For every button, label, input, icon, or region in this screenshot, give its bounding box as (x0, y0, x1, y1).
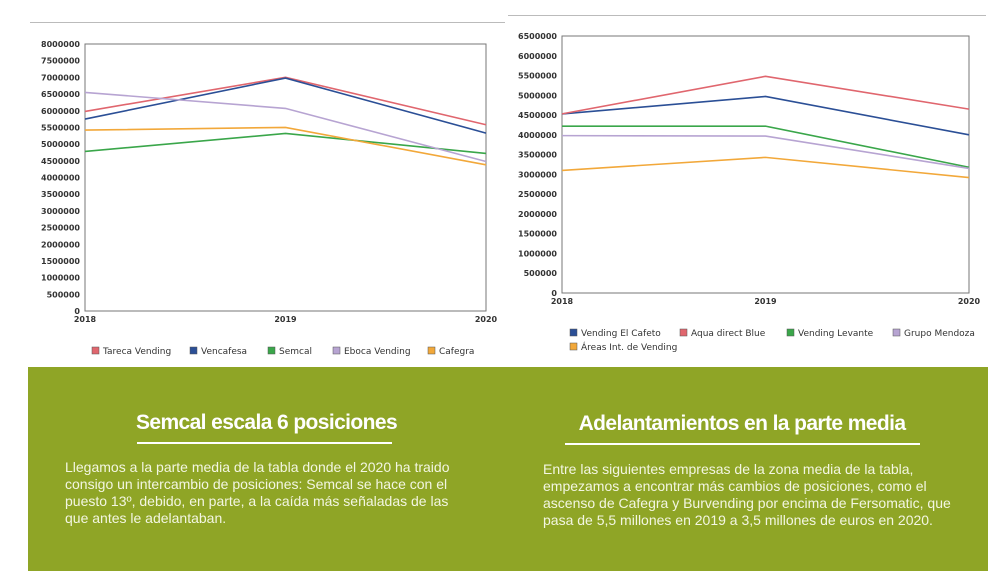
legend-label: Eboca Vending (344, 347, 411, 357)
y-tick-label: 1500000 (41, 257, 80, 266)
x-tick-label: 2019 (274, 315, 297, 324)
title-underline (137, 442, 392, 444)
article-title: Semcal escala 6 posiciones (135, 411, 398, 434)
plot-frame (84, 43, 487, 312)
x-tick-label: 2018 (74, 315, 97, 324)
left-top-rule (30, 22, 505, 23)
legend-swatch (189, 346, 198, 355)
series-line-cafegra (84, 126, 487, 166)
x-tick-label: 2020 (958, 297, 981, 306)
series-line-tareca-vending (84, 76, 487, 126)
charts: 0 500000 1000000 1500000 2000000 2500000 30000… (41, 32, 981, 357)
legend-swatch (332, 346, 341, 355)
series-line-vending-el-cafeto (561, 95, 970, 136)
y-tick-label: 6000000 (41, 107, 80, 116)
y-tick-label: 7500000 (41, 57, 80, 66)
legend-swatch (427, 346, 436, 355)
y-tick-label: 7000000 (41, 73, 80, 82)
legend-swatch (569, 342, 578, 351)
legend-label: Aqua direct Blue (691, 329, 766, 339)
series-line-semcal (84, 132, 487, 155)
y-tick-label: 0 (74, 307, 80, 316)
legend-swatch (679, 328, 688, 337)
legend-label: Vending Levante (798, 329, 874, 339)
y-tick-label: 1000000 (41, 274, 80, 283)
y-tick-label: 5000000 (41, 140, 80, 149)
legend-swatch (569, 328, 578, 337)
series-line-aqua-direct-blue (561, 75, 970, 115)
y-tick-label: 500000 (47, 290, 81, 299)
legend-label: Vencafesa (201, 347, 247, 357)
article-body: Entre las siguientes empresas de la zona… (543, 461, 951, 528)
y-tick-label: 4500000 (518, 111, 557, 120)
legend-label: Áreas Int. de Vending (581, 341, 677, 353)
article-left: Semcal escala 6 posiciones Llegamos a la… (28, 367, 505, 571)
article-body: Llegamos a la parte media de la tabla do… (65, 459, 450, 526)
y-tick-label: 3500000 (518, 151, 557, 160)
series-line-vending-levante (562, 125, 970, 169)
article-right: Adelantamientos en la parte media Entre … (508, 367, 988, 571)
series-line-vencafesa (84, 77, 487, 134)
line-chart-2: 0 500000 1000000 1500000 2000000 2500000 30000… (518, 32, 981, 353)
right-top-rule (508, 15, 986, 16)
y-tick-label: 5000000 (518, 91, 557, 100)
y-tick-label: 1500000 (518, 230, 557, 239)
x-tick-label: 2020 (475, 315, 498, 324)
legend-swatch (91, 346, 100, 355)
article-panel: Semcal escala 6 posiciones Llegamos a la… (28, 367, 988, 571)
y-tick-label: 3500000 (41, 190, 80, 199)
y-tick-label: 4500000 (41, 157, 80, 166)
legend-swatch (892, 328, 901, 337)
legend-label: Grupo Mendoza (904, 329, 975, 339)
x-tick-label: 2018 (551, 297, 574, 306)
y-tick-label: 4000000 (41, 174, 80, 183)
legend-label: Semcal (279, 347, 312, 357)
series-line-grupo-mendoza (561, 134, 970, 170)
y-tick-label: 6500000 (518, 32, 557, 41)
y-tick-label: 5500000 (518, 72, 557, 81)
y-tick-label: 4000000 (518, 131, 557, 140)
y-tick-label: 5500000 (41, 123, 80, 132)
x-tick-label: 2019 (754, 297, 777, 306)
y-tick-label: 2000000 (518, 210, 557, 219)
y-tick-label: 500000 (524, 269, 558, 278)
series-line--reas-int-de-vending (561, 156, 970, 179)
line-chart-1: 0 500000 1000000 1500000 2000000 2500000 30000… (41, 40, 498, 357)
title-underline (565, 443, 920, 445)
y-tick-label: 6500000 (41, 90, 80, 99)
legend-label: Cafegra (439, 347, 474, 357)
plot-frame (561, 35, 970, 294)
article-title: Adelantamientos en la parte media (578, 412, 906, 435)
y-tick-label: 2000000 (41, 240, 80, 249)
legend-label: Vending El Cafeto (581, 329, 661, 339)
series-line-eboca-vending (84, 91, 487, 163)
y-tick-label: 0 (551, 289, 557, 298)
legend-swatch (267, 346, 276, 355)
y-tick-label: 3000000 (41, 207, 80, 216)
y-tick-label: 2500000 (518, 190, 557, 199)
y-tick-label: 2500000 (41, 224, 80, 233)
y-tick-label: 8000000 (41, 40, 80, 49)
y-tick-label: 3000000 (518, 170, 557, 179)
legend-swatch (786, 328, 795, 337)
legend-label: Tareca Vending (102, 347, 171, 357)
y-tick-label: 1000000 (518, 249, 557, 258)
y-tick-label: 6000000 (518, 52, 557, 61)
